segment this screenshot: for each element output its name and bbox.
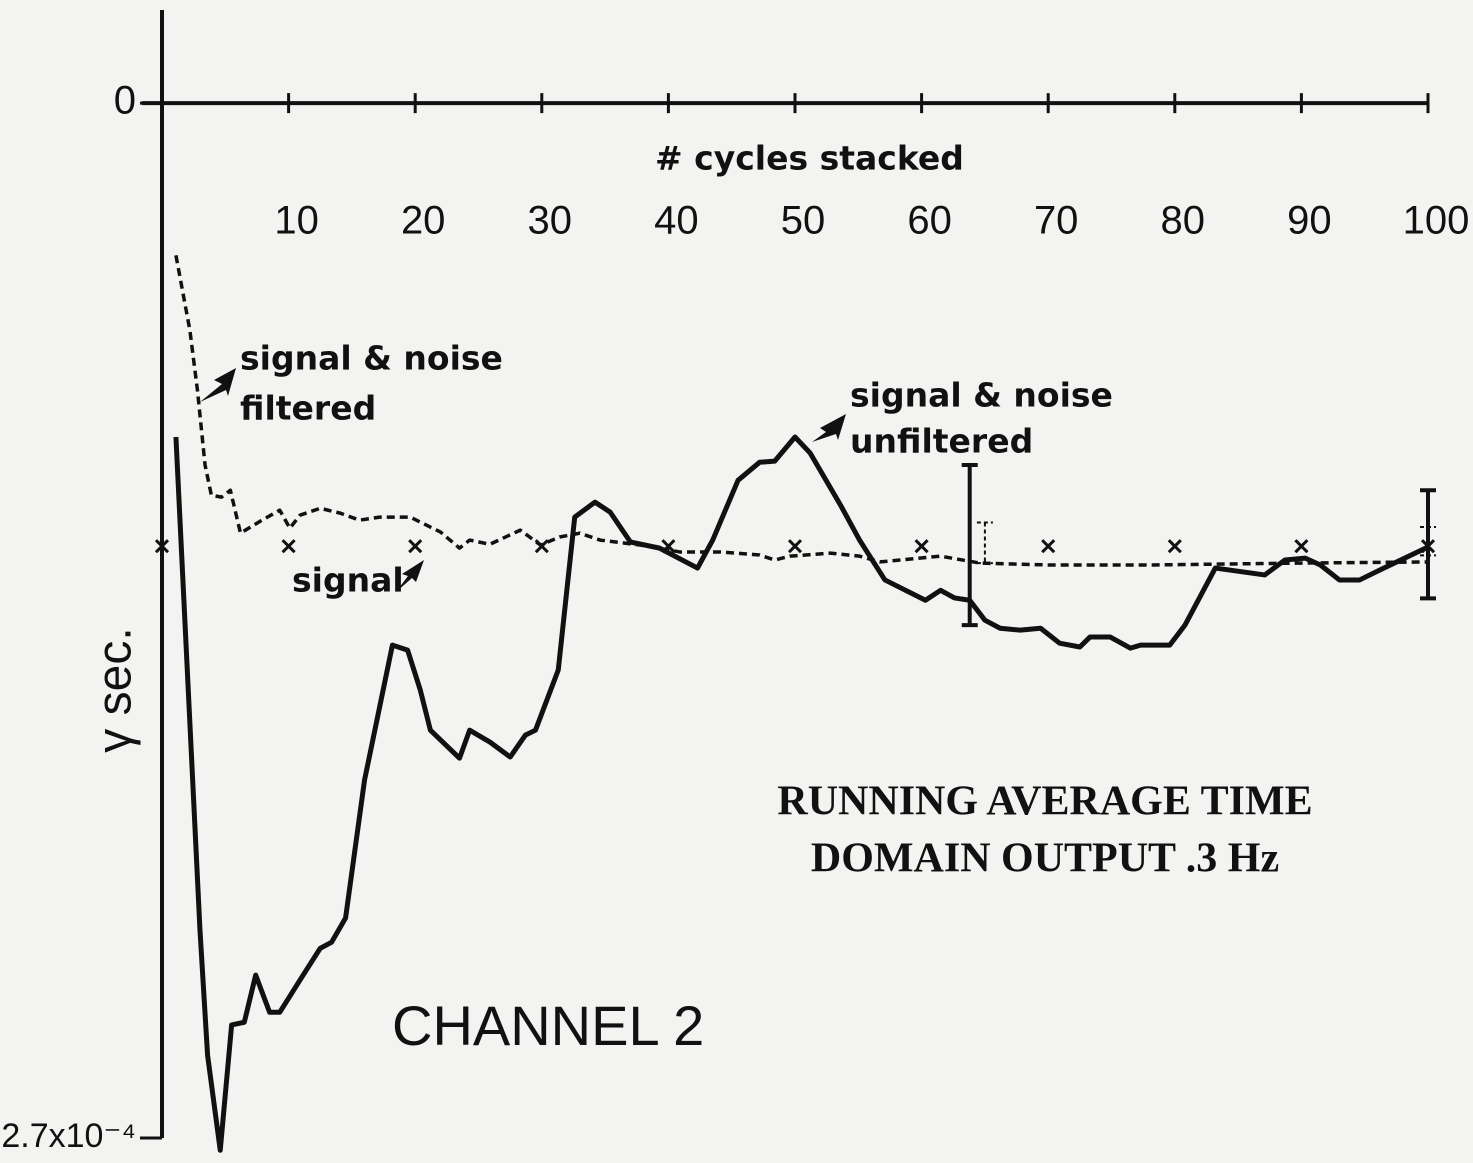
x-tick-label: 70 [1034,199,1079,243]
signal-marker [154,539,170,554]
chart-subtitle: CHANNEL 2 [392,994,704,1057]
annotation: filtered [240,389,376,428]
annotation: signal & noise [850,376,1113,415]
error-bar [961,462,978,628]
signal-marker [281,539,296,554]
x-tick-label: 20 [401,199,446,243]
x-tick-label: 80 [1161,199,1206,243]
x-axis-label: # cycles stacked [655,139,964,178]
chart-title: RUNNING AVERAGE TIME [777,779,1312,825]
arrow [200,368,236,402]
error-bar [976,521,993,565]
signal-marker [408,539,423,554]
signal-marker [534,539,549,554]
chart-title: DOMAIN OUTPUT .3 Hz [811,836,1279,882]
annotation: signal & noise [240,339,503,378]
y-tick-label: 0 [114,79,136,123]
x-tick-label: 30 [528,199,573,243]
signal-marker [914,539,929,554]
signal-marker [661,539,676,554]
signal-marker [1294,539,1309,554]
x-tick-label: 10 [274,199,319,243]
y-tick-label: −2.7x10⁻⁴ [0,1117,136,1155]
filtered-line [174,254,1429,567]
signal-marker [1041,539,1056,554]
arrow [396,560,424,592]
signal-marker [787,539,803,554]
signal-marker [1167,539,1182,554]
error-bar [1420,526,1436,557]
arrow [812,414,846,442]
x-tick-label: 50 [781,199,826,243]
x-tick-label: 60 [907,199,952,243]
annotation: unfiltered [850,422,1033,461]
x-tick-label: 40 [654,199,699,243]
x-tick-label: 100 [1403,199,1470,243]
x-tick-label: 90 [1287,199,1332,243]
annotation: signal [292,561,404,600]
unfiltered-line [173,434,1430,1153]
y-axis-label: γ sec. [89,627,142,752]
